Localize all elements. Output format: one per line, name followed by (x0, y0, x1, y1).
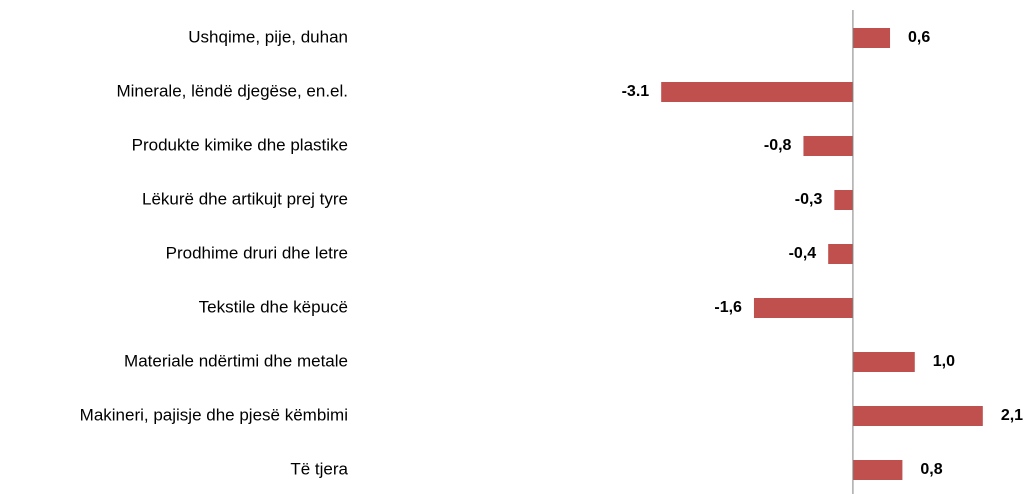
bar (803, 136, 853, 156)
bar (828, 244, 853, 264)
category-label: Lëkurë dhe artikujt prej tyre (142, 189, 348, 208)
value-label: -1,6 (714, 299, 742, 316)
bar (753, 298, 853, 318)
value-label: -3.1 (622, 83, 650, 100)
bar (852, 406, 983, 426)
category-label: Minerale, lëndë djegëse, en.el. (116, 81, 348, 100)
category-label: Tekstile dhe këpucë (199, 297, 348, 316)
bar (661, 82, 853, 102)
category-label: Të tjera (290, 459, 348, 478)
bar (852, 460, 903, 480)
category-label: Ushqime, pije, duhan (188, 27, 348, 46)
value-label: 1,0 (933, 353, 955, 370)
category-label: Produkte kimike dhe plastike (132, 135, 348, 154)
bar (852, 28, 891, 48)
category-label: Prodhime druri dhe letre (166, 243, 348, 262)
category-label: Materiale ndërtimi dhe metale (124, 351, 348, 370)
value-label: 0,8 (920, 461, 942, 478)
bar (834, 190, 853, 210)
category-label: Makineri, pajisje dhe pjesë këmbimi (80, 405, 348, 424)
value-label: -0,4 (789, 245, 817, 262)
value-label: 2,1 (1001, 407, 1023, 424)
bar (852, 352, 915, 372)
value-label: -0,8 (764, 137, 792, 154)
value-label: 0,6 (908, 29, 930, 46)
value-label: -0,3 (795, 191, 823, 208)
